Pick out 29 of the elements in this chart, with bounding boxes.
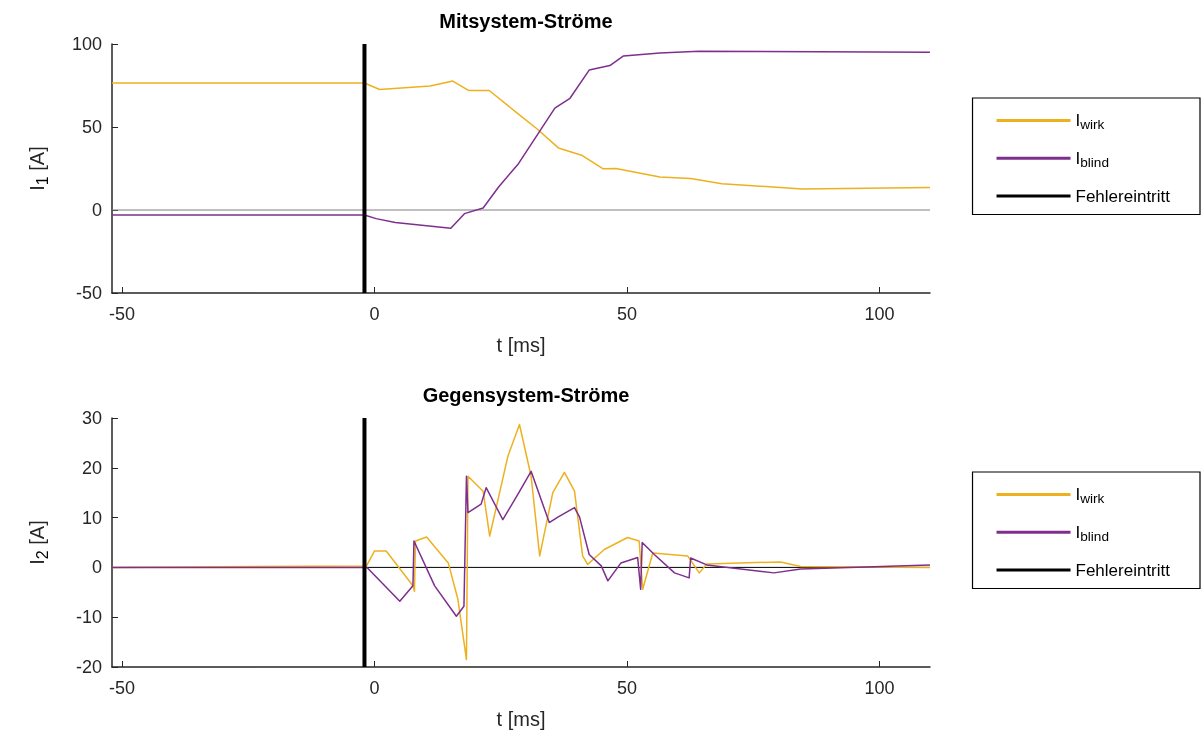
chart-title: Mitsystem-Ströme (439, 10, 613, 32)
x-tick-label: -50 (109, 304, 136, 324)
x-tick-label: 50 (617, 678, 638, 698)
y-axis-title: I1 [A] (26, 146, 51, 191)
line-series (111, 470, 931, 617)
x-axis-title: t [ms] (496, 708, 546, 730)
y-axis-title: I2 [A] (26, 520, 51, 565)
x-tick-label: 50 (617, 304, 638, 324)
line-series (111, 80, 931, 190)
y-tick-label: -20 (75, 657, 102, 677)
y-tick-label: 10 (81, 507, 102, 528)
legend-label: Fehlereintritt (1075, 186, 1171, 206)
chart-title: Gegensystem-Ströme (422, 384, 630, 406)
legend-label: Fehlereintritt (1075, 560, 1171, 580)
x-tick-label: 100 (864, 304, 895, 324)
y-tick-label: 0 (91, 557, 102, 578)
x-axis-title: t [ms] (496, 334, 546, 356)
y-tick-label: 0 (91, 200, 102, 220)
y-tick-label: -10 (75, 607, 102, 628)
y-tick-label: 100 (71, 34, 102, 54)
x-tick-label: -50 (109, 678, 136, 698)
x-tick-label: 0 (369, 678, 380, 698)
y-tick-label: 20 (81, 457, 102, 478)
y-tick-label: 30 (81, 408, 102, 428)
y-tick-label: 50 (81, 117, 102, 137)
x-tick-label: 100 (864, 678, 895, 698)
x-tick-label: 0 (369, 304, 380, 324)
line-series (111, 50, 931, 230)
y-tick-label: -50 (75, 283, 102, 303)
